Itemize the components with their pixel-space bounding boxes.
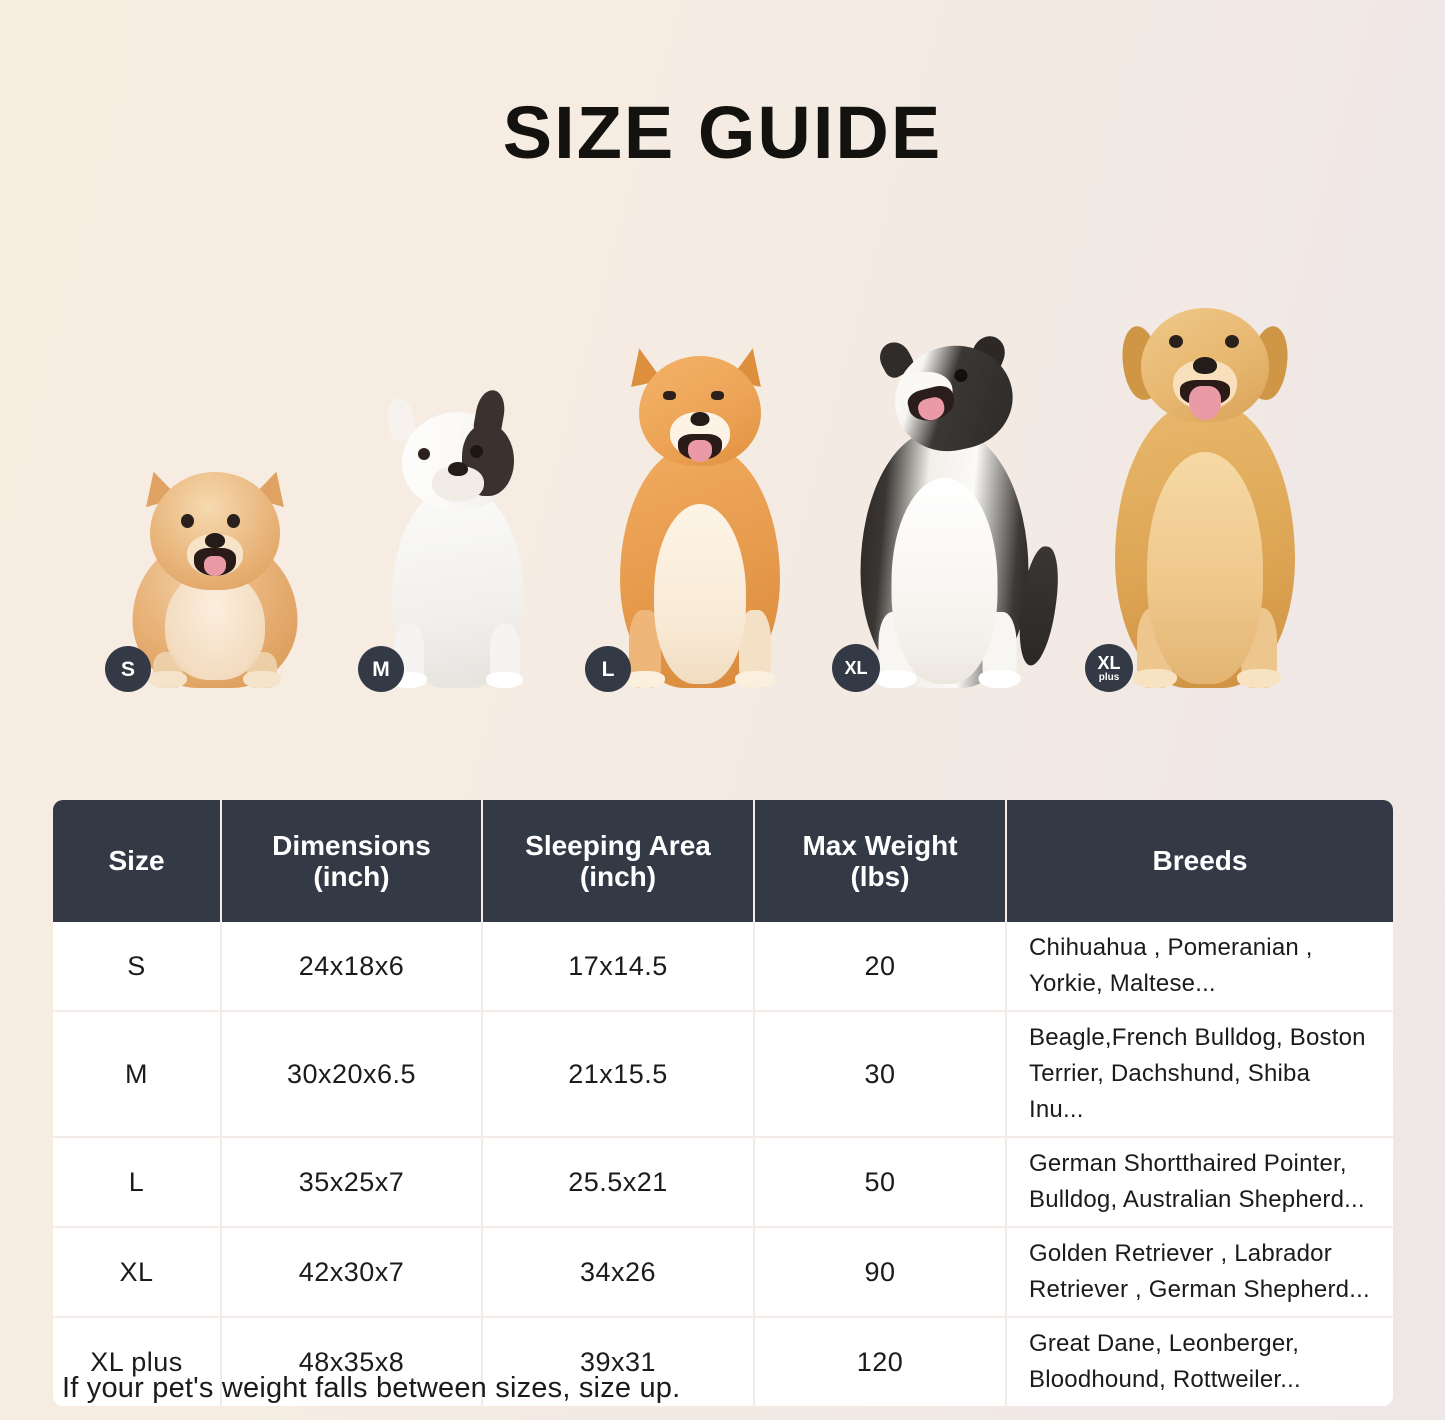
table-header-row: Size Dimensions (inch) Sleeping Area (in… xyxy=(53,800,1393,922)
cell-max-weight: 50 xyxy=(755,1138,1007,1228)
column-header-sub: (inch) xyxy=(313,861,390,892)
column-header-main: Size xyxy=(108,845,165,877)
column-header-max-weight: Max Weight (lbs) xyxy=(755,800,1007,922)
dog-tongue xyxy=(688,440,712,462)
dog-eye xyxy=(470,445,483,458)
size-badge-label: XL xyxy=(844,658,868,678)
page-title: SIZE GUIDE xyxy=(502,91,943,174)
dog-illustration-l: L xyxy=(585,340,815,700)
size-badge-xl: XL xyxy=(832,644,880,692)
cell-size: XL plus xyxy=(53,1318,222,1406)
dog-paw xyxy=(978,670,1020,688)
cell-max-weight: 90 xyxy=(755,1228,1007,1318)
size-badge-sublabel: plus xyxy=(1098,671,1120,683)
table-header: Size Dimensions (inch) Sleeping Area (in… xyxy=(53,800,1393,922)
column-header-sub: (inch) xyxy=(579,861,657,892)
sizing-note: If your pet's weight falls between sizes… xyxy=(62,1372,681,1404)
column-header-sleeping-area: Sleeping Area (inch) xyxy=(483,800,755,922)
dog-chest xyxy=(654,504,746,684)
cell-size: L xyxy=(53,1138,222,1228)
dog-paw xyxy=(735,671,775,688)
table-row: XL 42x30x7 34x26 90 Golden Retriever , L… xyxy=(53,1228,1393,1318)
cell-dimensions: 24x18x6 xyxy=(222,922,483,1012)
cell-dimensions: 30x20x6.5 xyxy=(222,1012,483,1138)
dog-nose xyxy=(448,462,468,476)
cell-sleeping-area: 21x15.5 xyxy=(483,1012,755,1138)
column-header-breeds: Breeds xyxy=(1007,800,1393,922)
cell-max-weight: 30 xyxy=(755,1012,1007,1138)
dog-paw xyxy=(486,672,523,688)
cell-breeds: Chihuahua , Pomeranian , Yorkie, Maltese… xyxy=(1007,922,1393,1012)
cell-sleeping-area: 17x14.5 xyxy=(483,922,755,1012)
dog-eye xyxy=(1169,335,1183,348)
column-header-dimensions: Dimensions (inch) xyxy=(222,800,483,922)
cell-size: S xyxy=(53,922,222,1012)
cell-max-weight: 20 xyxy=(755,922,1007,1012)
dog-paw xyxy=(1237,669,1281,688)
cell-breeds: Great Dane, Leonberger, Bloodhound, Rott… xyxy=(1007,1318,1393,1406)
table-row: S 24x18x6 17x14.5 20 Chihuahua , Pomeran… xyxy=(53,922,1393,1012)
size-table-container: Size Dimensions (inch) Sleeping Area (in… xyxy=(53,800,1393,1406)
table-row: XL plus 48x35x8 39x31 120 Great Dane, Le… xyxy=(53,1318,1393,1406)
dog-illustration-xl: XL xyxy=(832,325,1064,700)
dog-eye xyxy=(181,514,194,528)
size-badge-label: S xyxy=(120,657,135,681)
dog-eye xyxy=(954,369,967,382)
cell-dimensions: 48x35x8 xyxy=(222,1318,483,1406)
dog-paw xyxy=(149,671,187,688)
dog-eye xyxy=(227,514,240,528)
size-badge-m: M xyxy=(358,646,404,692)
column-header-main: Dimensions xyxy=(272,829,431,861)
cell-sleeping-area: 25.5x21 xyxy=(483,1138,755,1228)
size-table: Size Dimensions (inch) Sleeping Area (in… xyxy=(53,800,1393,1406)
dog-nose xyxy=(1193,357,1217,374)
size-badge-xl-plus: XL plus xyxy=(1085,644,1133,692)
size-badge-l: L xyxy=(585,646,631,692)
column-header-size: Size xyxy=(53,800,222,922)
dog-illustration-m: M xyxy=(358,387,558,700)
cell-max-weight: 120 xyxy=(755,1318,1007,1406)
size-badge-s: S xyxy=(105,646,151,692)
table-row: L 35x25x7 25.5x21 50 German Shortthaired… xyxy=(53,1138,1393,1228)
column-header-main: Sleeping Area xyxy=(525,829,711,861)
dog-eye xyxy=(711,391,724,400)
table-body: S 24x18x6 17x14.5 20 Chihuahua , Pomeran… xyxy=(53,922,1393,1406)
dog-eye xyxy=(1225,335,1239,348)
size-badge-label: M xyxy=(372,657,390,681)
size-badge-label: XL xyxy=(1097,652,1121,673)
dog-illustration-xl-plus: XL plus xyxy=(1085,302,1325,700)
cell-dimensions: 42x30x7 xyxy=(222,1228,483,1318)
dog-chest xyxy=(1147,452,1263,684)
cell-sleeping-area: 39x31 xyxy=(483,1318,755,1406)
table-row: M 30x20x6.5 21x15.5 30 Beagle,French Bul… xyxy=(53,1012,1393,1138)
dog-size-lineup: S M xyxy=(0,300,1445,700)
cell-breeds: Beagle,French Bulldog, Boston Terrier, D… xyxy=(1007,1012,1393,1138)
dog-tongue xyxy=(1189,386,1221,420)
dog-nose xyxy=(690,412,710,426)
size-badge-label: L xyxy=(601,657,615,681)
dog-nose xyxy=(205,533,225,548)
dog-paw xyxy=(1133,669,1177,688)
dog-tongue xyxy=(204,556,226,576)
dog-paw xyxy=(243,671,281,688)
dog-eye xyxy=(418,448,430,460)
dog-chest xyxy=(891,478,998,684)
cell-breeds: German Shortthaired Pointer, Bulldog, Au… xyxy=(1007,1138,1393,1228)
cell-breeds: Golden Retriever , Labrador Retriever , … xyxy=(1007,1228,1393,1318)
column-header-main: Breeds xyxy=(1152,845,1248,877)
dog-paw xyxy=(625,671,665,688)
column-header-main: Max Weight xyxy=(802,829,958,861)
dog-eye xyxy=(663,391,676,400)
cell-size: XL xyxy=(53,1228,222,1318)
dog-paw xyxy=(874,670,916,688)
column-header-sub: (lbs) xyxy=(850,861,910,892)
dog-illustration-s: S xyxy=(105,460,325,700)
cell-size: M xyxy=(53,1012,222,1138)
cell-dimensions: 35x25x7 xyxy=(222,1138,483,1228)
cell-sleeping-area: 34x26 xyxy=(483,1228,755,1318)
